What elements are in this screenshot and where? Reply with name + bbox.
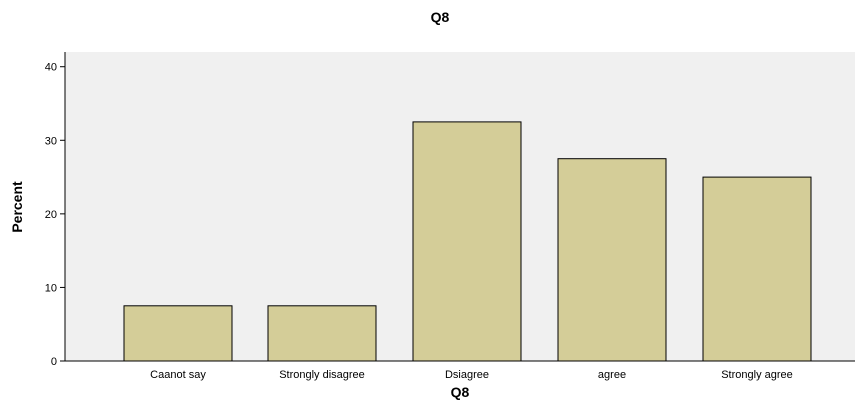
chart-title: Q8 (431, 9, 450, 25)
x-axis-category-labels: Caanot say Strongly disagree Dsiagree agree… (150, 369, 793, 381)
bar-1 (123, 305, 233, 362)
y-tick-label: 40 (45, 62, 57, 74)
x-category-label: Dsiagree (445, 369, 489, 381)
y-tick-label: 0 (51, 356, 57, 368)
y-tick-label: 30 (45, 135, 57, 147)
bar-5 (702, 176, 812, 362)
bars-group (123, 121, 812, 362)
x-category-label: Strongly disagree (279, 369, 365, 381)
y-tick-label: 20 (45, 209, 57, 221)
bar-2 (267, 305, 377, 362)
x-category-label: Strongly agree (721, 369, 793, 381)
bar-3 (412, 121, 522, 362)
x-category-label: Caanot say (150, 369, 206, 381)
y-axis-title: Percent (9, 181, 25, 233)
y-axis-ticks: 0 10 20 30 40 (45, 62, 65, 368)
x-category-label: agree (598, 369, 626, 381)
y-tick-label: 10 (45, 282, 57, 294)
x-axis-title: Q8 (451, 384, 470, 400)
bar-4 (557, 158, 667, 362)
